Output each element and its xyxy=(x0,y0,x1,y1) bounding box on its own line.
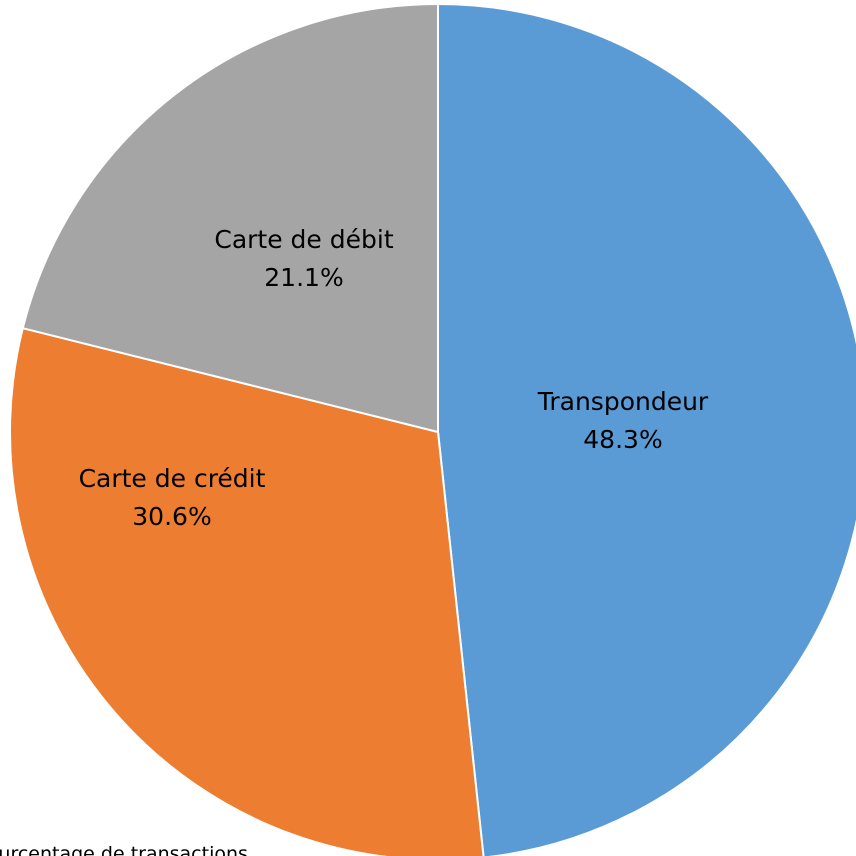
footnote: Pourcentage de transactions xyxy=(0,843,248,856)
slice-label: Carte de débit xyxy=(214,225,393,254)
slice-label: Transpondeur xyxy=(537,387,709,416)
pie-slice xyxy=(21,2,439,434)
slice-value-label: 21.1% xyxy=(264,263,343,292)
slices xyxy=(9,2,856,856)
pie-slice xyxy=(437,2,856,856)
slice-value-label: 48.3% xyxy=(583,425,662,454)
slice-label: Carte de crédit xyxy=(79,464,266,493)
slice-value-label: 30.6% xyxy=(132,502,211,531)
pie-slice xyxy=(9,326,485,856)
